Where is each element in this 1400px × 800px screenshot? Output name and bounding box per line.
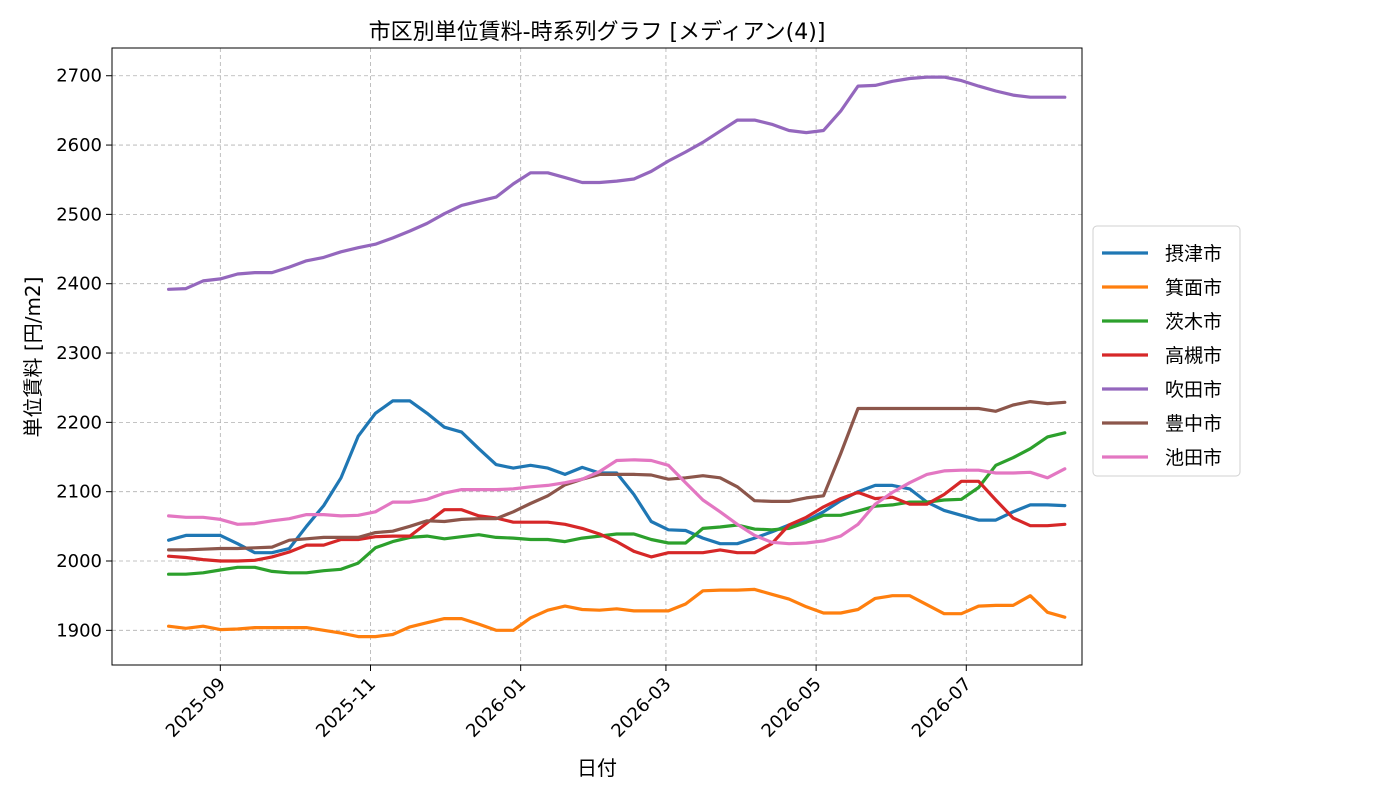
x-tick-label: 2026-07	[908, 674, 976, 742]
x-tick-label: 2025-11	[312, 674, 380, 742]
y-tick-label: 2300	[56, 343, 102, 364]
series-line	[167, 587, 1067, 639]
series-line	[167, 75, 1067, 291]
y-axis-label: 単位賃料 [円/m2]	[21, 277, 45, 438]
legend-label: 吹田市	[1165, 379, 1222, 401]
legend-label: 茨木市	[1165, 311, 1222, 333]
series-line	[167, 399, 1067, 555]
series-line	[167, 400, 1067, 552]
y-tick-label: 2000	[56, 551, 102, 572]
x-axis: 2025-09 2025-11 2026-01 2026-03 2026-05 2026-…	[162, 665, 976, 742]
legend-label: 高槻市	[1165, 345, 1222, 367]
y-tick-label: 2100	[56, 482, 102, 503]
x-tick-label: 2026-03	[607, 674, 675, 742]
x-tick-label: 2025-09	[162, 674, 230, 742]
x-tick-label: 2026-05	[758, 674, 826, 742]
legend-label: 摂津市	[1165, 243, 1222, 265]
chart-title: 市区別単位賃料-時系列グラフ [メディアン(4)]	[369, 20, 826, 45]
series-line	[167, 479, 1067, 563]
grid-lines	[112, 48, 1082, 665]
y-tick-label: 2500	[56, 204, 102, 225]
y-tick-label: 2400	[56, 274, 102, 295]
y-axis: 1900 2000 2100 2200 2300 2400 2500 2600 2700	[56, 66, 112, 641]
y-tick-label: 1900	[56, 620, 102, 641]
legend-label: 箕面市	[1165, 277, 1222, 299]
series-line	[167, 431, 1067, 576]
x-tick-label: 2026-01	[462, 674, 530, 742]
plot-frame	[111, 47, 1083, 666]
series-lines	[167, 75, 1067, 639]
series-line	[167, 458, 1067, 546]
legend-label: 池田市	[1165, 447, 1222, 469]
y-tick-label: 2700	[56, 66, 102, 87]
legend-label: 豊中市	[1165, 413, 1222, 435]
x-axis-label: 日付	[577, 756, 617, 780]
y-tick-label: 2600	[56, 135, 102, 156]
y-tick-label: 2200	[56, 412, 102, 433]
